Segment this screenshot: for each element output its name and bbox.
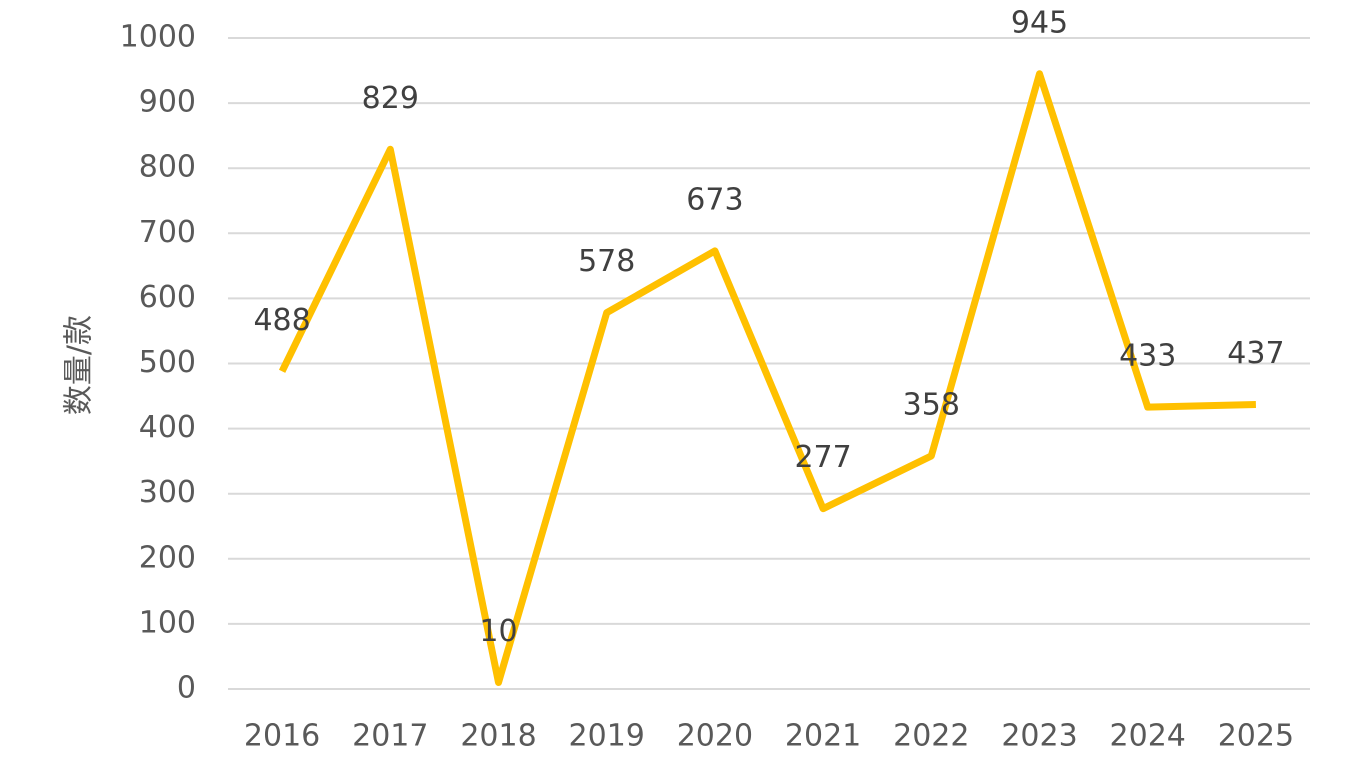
data-label: 488 — [253, 303, 310, 338]
y-tick-label: 300 — [139, 475, 196, 510]
y-tick-label: 400 — [139, 410, 196, 445]
x-tick-label: 2019 — [569, 719, 645, 754]
x-tick-label: 2021 — [785, 719, 861, 754]
y-tick-label: 800 — [139, 150, 196, 185]
data-label: 945 — [1011, 5, 1068, 40]
x-tick-label: 2016 — [244, 719, 320, 754]
data-label: 578 — [578, 244, 635, 279]
x-tick-label: 2024 — [1110, 719, 1186, 754]
x-tick-label: 2017 — [352, 719, 428, 754]
data-label: 358 — [903, 387, 960, 422]
x-tick-label: 2020 — [677, 719, 753, 754]
y-tick-label: 0 — [177, 671, 196, 706]
y-tick-label: 200 — [139, 540, 196, 575]
y-tick-label: 600 — [139, 280, 196, 315]
data-label: 437 — [1227, 336, 1284, 371]
data-label: 433 — [1119, 339, 1176, 374]
data-label: 277 — [794, 440, 851, 475]
x-tick-label: 2022 — [893, 719, 969, 754]
y-tick-label: 1000 — [120, 20, 196, 55]
x-tick-label: 2018 — [460, 719, 536, 754]
data-label: 829 — [362, 81, 419, 116]
y-tick-label: 900 — [139, 85, 196, 120]
y-axis-label: 数量/款 — [62, 315, 97, 415]
x-tick-label: 2023 — [1001, 719, 1077, 754]
y-tick-label: 500 — [139, 345, 196, 380]
y-tick-label: 700 — [139, 215, 196, 250]
data-label: 10 — [479, 614, 517, 649]
line — [278, 70, 1256, 686]
data-label: 673 — [686, 182, 743, 217]
y-tick-label: 100 — [139, 605, 196, 640]
x-tick-label: 2025 — [1218, 719, 1294, 754]
